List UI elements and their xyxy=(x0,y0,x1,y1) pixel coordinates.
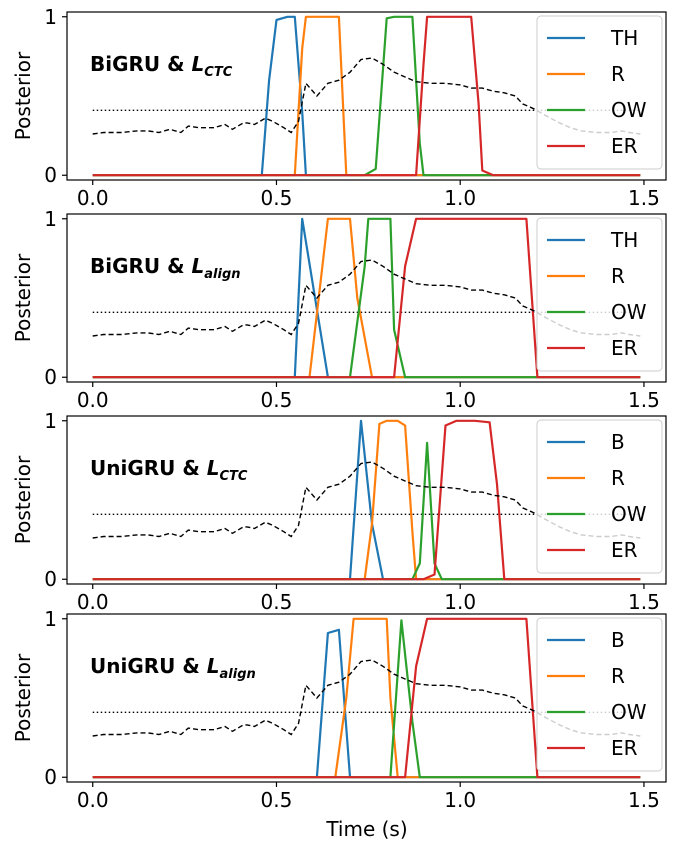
y-tick-label: 1 xyxy=(44,607,57,631)
panel-title: BiGRU & LCTC xyxy=(90,52,233,80)
x-axis-label: Time (s) xyxy=(325,817,407,841)
y-axis-label: Posterior xyxy=(11,51,35,140)
series-line-er xyxy=(92,217,641,379)
series-line-er xyxy=(92,15,641,177)
panel-title-loss-subscript: CTC xyxy=(204,65,232,80)
y-tick-label: 0 xyxy=(44,163,57,187)
legend-label-r: R xyxy=(611,62,625,86)
legend: TH R OW ER xyxy=(536,15,663,170)
legend-box xyxy=(536,419,663,574)
legend-label-r: R xyxy=(611,264,625,288)
legend-label-b: B xyxy=(611,628,625,652)
y-tick-label: 0 xyxy=(44,365,57,389)
y-axis-label: Posterior xyxy=(11,653,35,742)
x-tick-label: 0.5 xyxy=(261,590,293,614)
legend-box xyxy=(536,617,663,772)
panel-title-loss: L xyxy=(192,254,205,278)
x-tick-label: 0.0 xyxy=(77,388,109,412)
legend-label-er: ER xyxy=(611,134,638,158)
y-tick-label: 0 xyxy=(44,765,57,789)
series-line-th xyxy=(92,15,641,177)
panel-title-model: BiGRU & xyxy=(90,52,192,76)
legend: TH R OW ER xyxy=(536,217,663,372)
axes-frame xyxy=(66,213,667,383)
series-line-er xyxy=(92,617,641,779)
y-tick-label: 0 xyxy=(44,567,57,591)
x-tick-label: 1.0 xyxy=(444,590,476,614)
panel-title-model: UniGRU & xyxy=(90,654,207,678)
legend-label-th: TH xyxy=(610,228,638,252)
panel-title-loss-subscript: CTC xyxy=(220,469,248,484)
panel-title-model: BiGRU & xyxy=(90,254,192,278)
panel-title: BiGRU & Lalign xyxy=(90,254,241,282)
y-tick-label: 1 xyxy=(44,5,57,29)
panel-title-loss-subscript: align xyxy=(204,267,240,282)
x-tick-label: 0.5 xyxy=(261,186,293,210)
series-line-er xyxy=(92,419,641,581)
panel-title-loss: L xyxy=(192,52,205,76)
panel-title-loss-subscript: align xyxy=(220,667,256,682)
panel-4: 0.0 0.5 1.0 1.5 0 1 Posterior UniGRU & Lalign BR… xyxy=(11,607,667,812)
x-tick-label: 1.5 xyxy=(628,388,660,412)
legend-label-b: B xyxy=(611,430,625,454)
legend-label-r: R xyxy=(611,664,625,688)
panel-2: 0.0 0.5 1.0 1.5 0 1 Posterior BiGRU & Lalign TH R… xyxy=(11,207,667,412)
x-tick-label: 1.0 xyxy=(444,788,476,812)
x-tick-label: 1.5 xyxy=(628,590,660,614)
axes-frame xyxy=(66,613,667,783)
legend-label-ow: OW xyxy=(611,300,647,324)
legend-label-ow: OW xyxy=(611,700,647,724)
legend: BR OW ER xyxy=(536,419,663,574)
series-line-r xyxy=(92,617,641,779)
panel-title-loss: L xyxy=(207,456,220,480)
y-tick-label: 1 xyxy=(44,409,57,433)
panel-title: UniGRU & Lalign xyxy=(90,654,256,682)
y-axis-label: Posterior xyxy=(11,253,35,342)
panel-title-model: UniGRU & xyxy=(90,456,207,480)
x-tick-label: 1.5 xyxy=(628,788,660,812)
series-line-ow xyxy=(92,15,641,177)
legend-box xyxy=(536,217,663,372)
x-tick-label: 0.5 xyxy=(261,788,293,812)
axes-frame xyxy=(66,11,667,181)
legend-label-ow: OW xyxy=(611,502,647,526)
legend-label-er: ER xyxy=(611,336,638,360)
axes-frame xyxy=(66,415,667,585)
y-tick-label: 1 xyxy=(44,207,57,231)
panel-title-loss: L xyxy=(207,654,220,678)
legend-label-ow: OW xyxy=(611,98,647,122)
legend-label-r: R xyxy=(611,466,625,490)
x-tick-label: 0.0 xyxy=(77,788,109,812)
panel-3: 0.0 0.5 1.0 1.5 0 1 Posterior UniGRU & LCTC BR OW… xyxy=(11,409,667,614)
x-tick-label: 0.5 xyxy=(261,388,293,412)
legend-label-er: ER xyxy=(611,538,638,562)
legend: BR OW ER xyxy=(536,617,663,772)
x-tick-label: 1.0 xyxy=(444,388,476,412)
panel-title: UniGRU & LCTC xyxy=(90,456,248,484)
panel-1: 0.0 0.5 1.0 1.5 0 1 Posterior BiGRU & LCTC TH R OW… xyxy=(11,5,667,210)
x-tick-label: 0.0 xyxy=(77,590,109,614)
legend-box xyxy=(536,15,663,170)
y-axis-label: Posterior xyxy=(11,455,35,544)
legend-label-th: TH xyxy=(610,26,638,50)
series-line-ow xyxy=(92,217,641,379)
series-line-r xyxy=(92,419,641,581)
x-tick-label: 0.0 xyxy=(77,186,109,210)
x-tick-label: 1.0 xyxy=(444,186,476,210)
x-tick-label: 1.5 xyxy=(628,186,660,210)
legend-label-er: ER xyxy=(611,736,638,760)
